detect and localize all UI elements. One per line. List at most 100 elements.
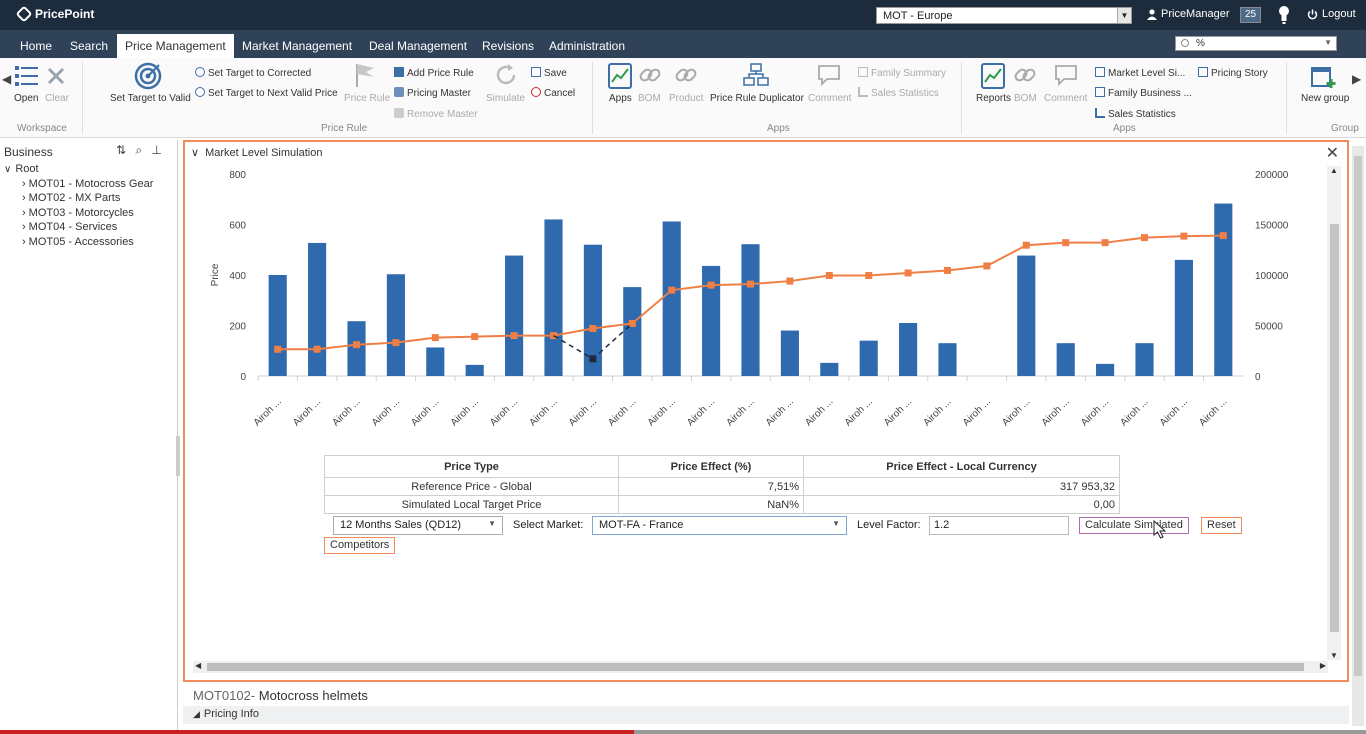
family-business-button[interactable]: Family Business ... — [1095, 87, 1192, 99]
level-factor-input[interactable]: 1.2 — [929, 516, 1069, 535]
add-price-rule-label: Add Price Rule — [407, 68, 474, 79]
scrollbar-thumb[interactable] — [1330, 224, 1339, 632]
menu-price-management[interactable]: Price Management — [117, 34, 234, 58]
notification-badge[interactable]: 25 — [1240, 7, 1261, 23]
group-label-apps: Apps — [767, 123, 790, 134]
target-small-icon — [195, 87, 205, 97]
panel-title[interactable]: ∨ Market Level Simulation — [191, 146, 322, 159]
reports-button[interactable]: Reports — [976, 93, 1012, 104]
price-rule-duplicator-button[interactable]: Price Rule Duplicator — [710, 93, 804, 104]
pin-icon[interactable]: ⊥ — [151, 143, 162, 157]
panel-resize-handle[interactable] — [176, 436, 180, 476]
video-progress-remaining[interactable] — [634, 730, 1366, 734]
new-group-button[interactable]: New group — [1301, 93, 1350, 104]
top-bar: PricePoint MOT - Europe ▼ PriceManager 2… — [0, 0, 1366, 30]
menu-deal-management[interactable]: Deal Management — [369, 39, 468, 53]
lightbulb-icon[interactable] — [1278, 5, 1290, 25]
pricing-story-button[interactable]: Pricing Story — [1198, 67, 1268, 79]
ribbon-scroll-left-icon[interactable]: ◀ — [2, 72, 12, 86]
cancel-icon — [531, 87, 541, 97]
open-button[interactable]: Open — [14, 93, 39, 104]
logout-button[interactable]: Logout — [1307, 8, 1356, 20]
bom-button-2[interactable]: BOM — [1014, 93, 1037, 104]
scrollbar-thumb[interactable] — [1354, 156, 1362, 676]
period-select[interactable]: 12 Months Sales (QD12) ▼ — [333, 516, 503, 535]
caret-right-icon[interactable]: ◢ — [193, 709, 200, 719]
add-price-rule-button[interactable]: Add Price Rule — [394, 67, 474, 79]
page-scrollbar[interactable] — [1352, 146, 1364, 726]
chevron-down-icon[interactable]: ∨ — [191, 147, 200, 159]
scroll-left-icon[interactable]: ◀ — [195, 661, 202, 670]
menu-home[interactable]: Home — [20, 39, 53, 53]
scroll-right-icon[interactable]: ▶ — [1319, 661, 1326, 670]
sort-icon[interactable]: ⇅ — [116, 143, 127, 157]
pricing-master-button[interactable]: Pricing Master — [394, 87, 471, 99]
calculate-simulated-button[interactable]: Calculate Simulated — [1079, 517, 1189, 534]
table-row: Simulated Local Target Price NaN% 0,00 — [324, 495, 1120, 514]
set-target-valid-button[interactable]: Set Target to Valid — [110, 93, 191, 104]
chevron-right-icon[interactable]: › — [22, 207, 26, 219]
tree-item[interactable]: › MOT03 - Motorcycles — [22, 207, 134, 219]
chart-bar — [623, 287, 642, 376]
cancel-button[interactable]: Cancel — [531, 87, 575, 99]
tree-item[interactable]: › MOT02 - MX Parts — [22, 192, 120, 204]
save-button[interactable]: Save — [531, 67, 567, 79]
chevron-down-icon[interactable]: ∨ — [4, 164, 12, 175]
scrollbar-thumb[interactable] — [207, 663, 1304, 671]
tree-item[interactable]: › MOT01 - Motocross Gear — [22, 178, 153, 190]
chevron-down-icon[interactable]: ▼ — [1117, 8, 1131, 23]
scroll-down-icon[interactable]: ▼ — [1330, 651, 1338, 660]
y-tick-label: 800 — [229, 170, 246, 181]
comment-button-2[interactable]: Comment — [1044, 93, 1088, 104]
scroll-up-icon[interactable]: ▲ — [1330, 166, 1338, 175]
comment-button[interactable]: Comment — [808, 93, 852, 104]
market-select-field[interactable]: MOT-FA - France ▼ — [592, 516, 847, 535]
set-target-next-valid-button[interactable]: Set Target to Next Valid Price — [195, 87, 338, 99]
market-select[interactable]: MOT - Europe ▼ — [876, 7, 1132, 24]
menu-revisions[interactable]: Revisions — [482, 39, 535, 53]
user-menu[interactable]: PriceManager — [1147, 8, 1229, 20]
competitors-button[interactable]: Competitors — [324, 537, 396, 554]
price-rule-button[interactable]: Price Rule — [344, 93, 391, 104]
group-label-group: Group — [1331, 123, 1359, 134]
chevron-right-icon[interactable]: › — [22, 192, 26, 204]
menu-market-management[interactable]: Market Management — [242, 39, 353, 53]
app-logo[interactable]: PricePoint — [15, 5, 94, 23]
chevron-down-icon[interactable]: ▼ — [1324, 38, 1332, 47]
chevron-down-icon: ▼ — [488, 519, 496, 528]
bom-button[interactable]: BOM — [638, 93, 661, 104]
clear-button[interactable]: Clear — [45, 93, 69, 104]
market-level-button[interactable]: Market Level Si... — [1095, 67, 1185, 79]
ribbon-scroll-right-icon[interactable]: ▶ — [1352, 72, 1362, 86]
tree-root[interactable]: ∨ Root — [4, 163, 39, 175]
apps-button[interactable]: Apps — [609, 93, 632, 104]
horizontal-scrollbar[interactable]: ◀ ▶ — [193, 661, 1328, 673]
pricing-info-section[interactable]: ◢ Pricing Info — [183, 706, 1349, 724]
tree-item[interactable]: › MOT04 - Services — [22, 221, 117, 233]
x-tick-label: Airoh ... — [921, 396, 953, 428]
tree-item[interactable]: › MOT05 - Accessories — [22, 236, 134, 248]
add-icon — [394, 67, 404, 77]
link-icon — [1014, 68, 1036, 82]
close-icon[interactable]: ✕ — [1325, 145, 1339, 162]
chevron-right-icon[interactable]: › — [22, 221, 26, 233]
chevron-right-icon[interactable]: › — [22, 178, 26, 190]
remove-master-button[interactable]: Remove Master — [394, 108, 478, 120]
menu-search[interactable]: Search — [70, 39, 109, 53]
global-search-input[interactable]: % ▼ — [1175, 36, 1337, 51]
simulate-button[interactable]: Simulate — [486, 93, 525, 104]
vertical-scrollbar[interactable]: ▲ ▼ — [1327, 166, 1341, 660]
sales-statistics-button[interactable]: Sales Statistics — [858, 87, 939, 99]
chevron-right-icon[interactable]: › — [22, 236, 26, 248]
y2-tick-label: 100000 — [1255, 271, 1289, 282]
product-button[interactable]: Product — [669, 93, 704, 104]
video-progress-bar[interactable] — [0, 730, 634, 734]
set-target-corrected-button[interactable]: Set Target to Corrected — [195, 67, 311, 79]
sales-statistics-button-2[interactable]: Sales Statistics — [1095, 108, 1176, 120]
search-icon[interactable]: ⌕ — [135, 143, 143, 157]
x-tick-label: Airoh ... — [1040, 396, 1072, 428]
menu-administration[interactable]: Administration — [549, 39, 626, 53]
table-cell: NaN% — [618, 495, 804, 514]
family-summary-button[interactable]: Family Summary — [858, 67, 946, 79]
reset-button[interactable]: Reset — [1201, 517, 1242, 534]
